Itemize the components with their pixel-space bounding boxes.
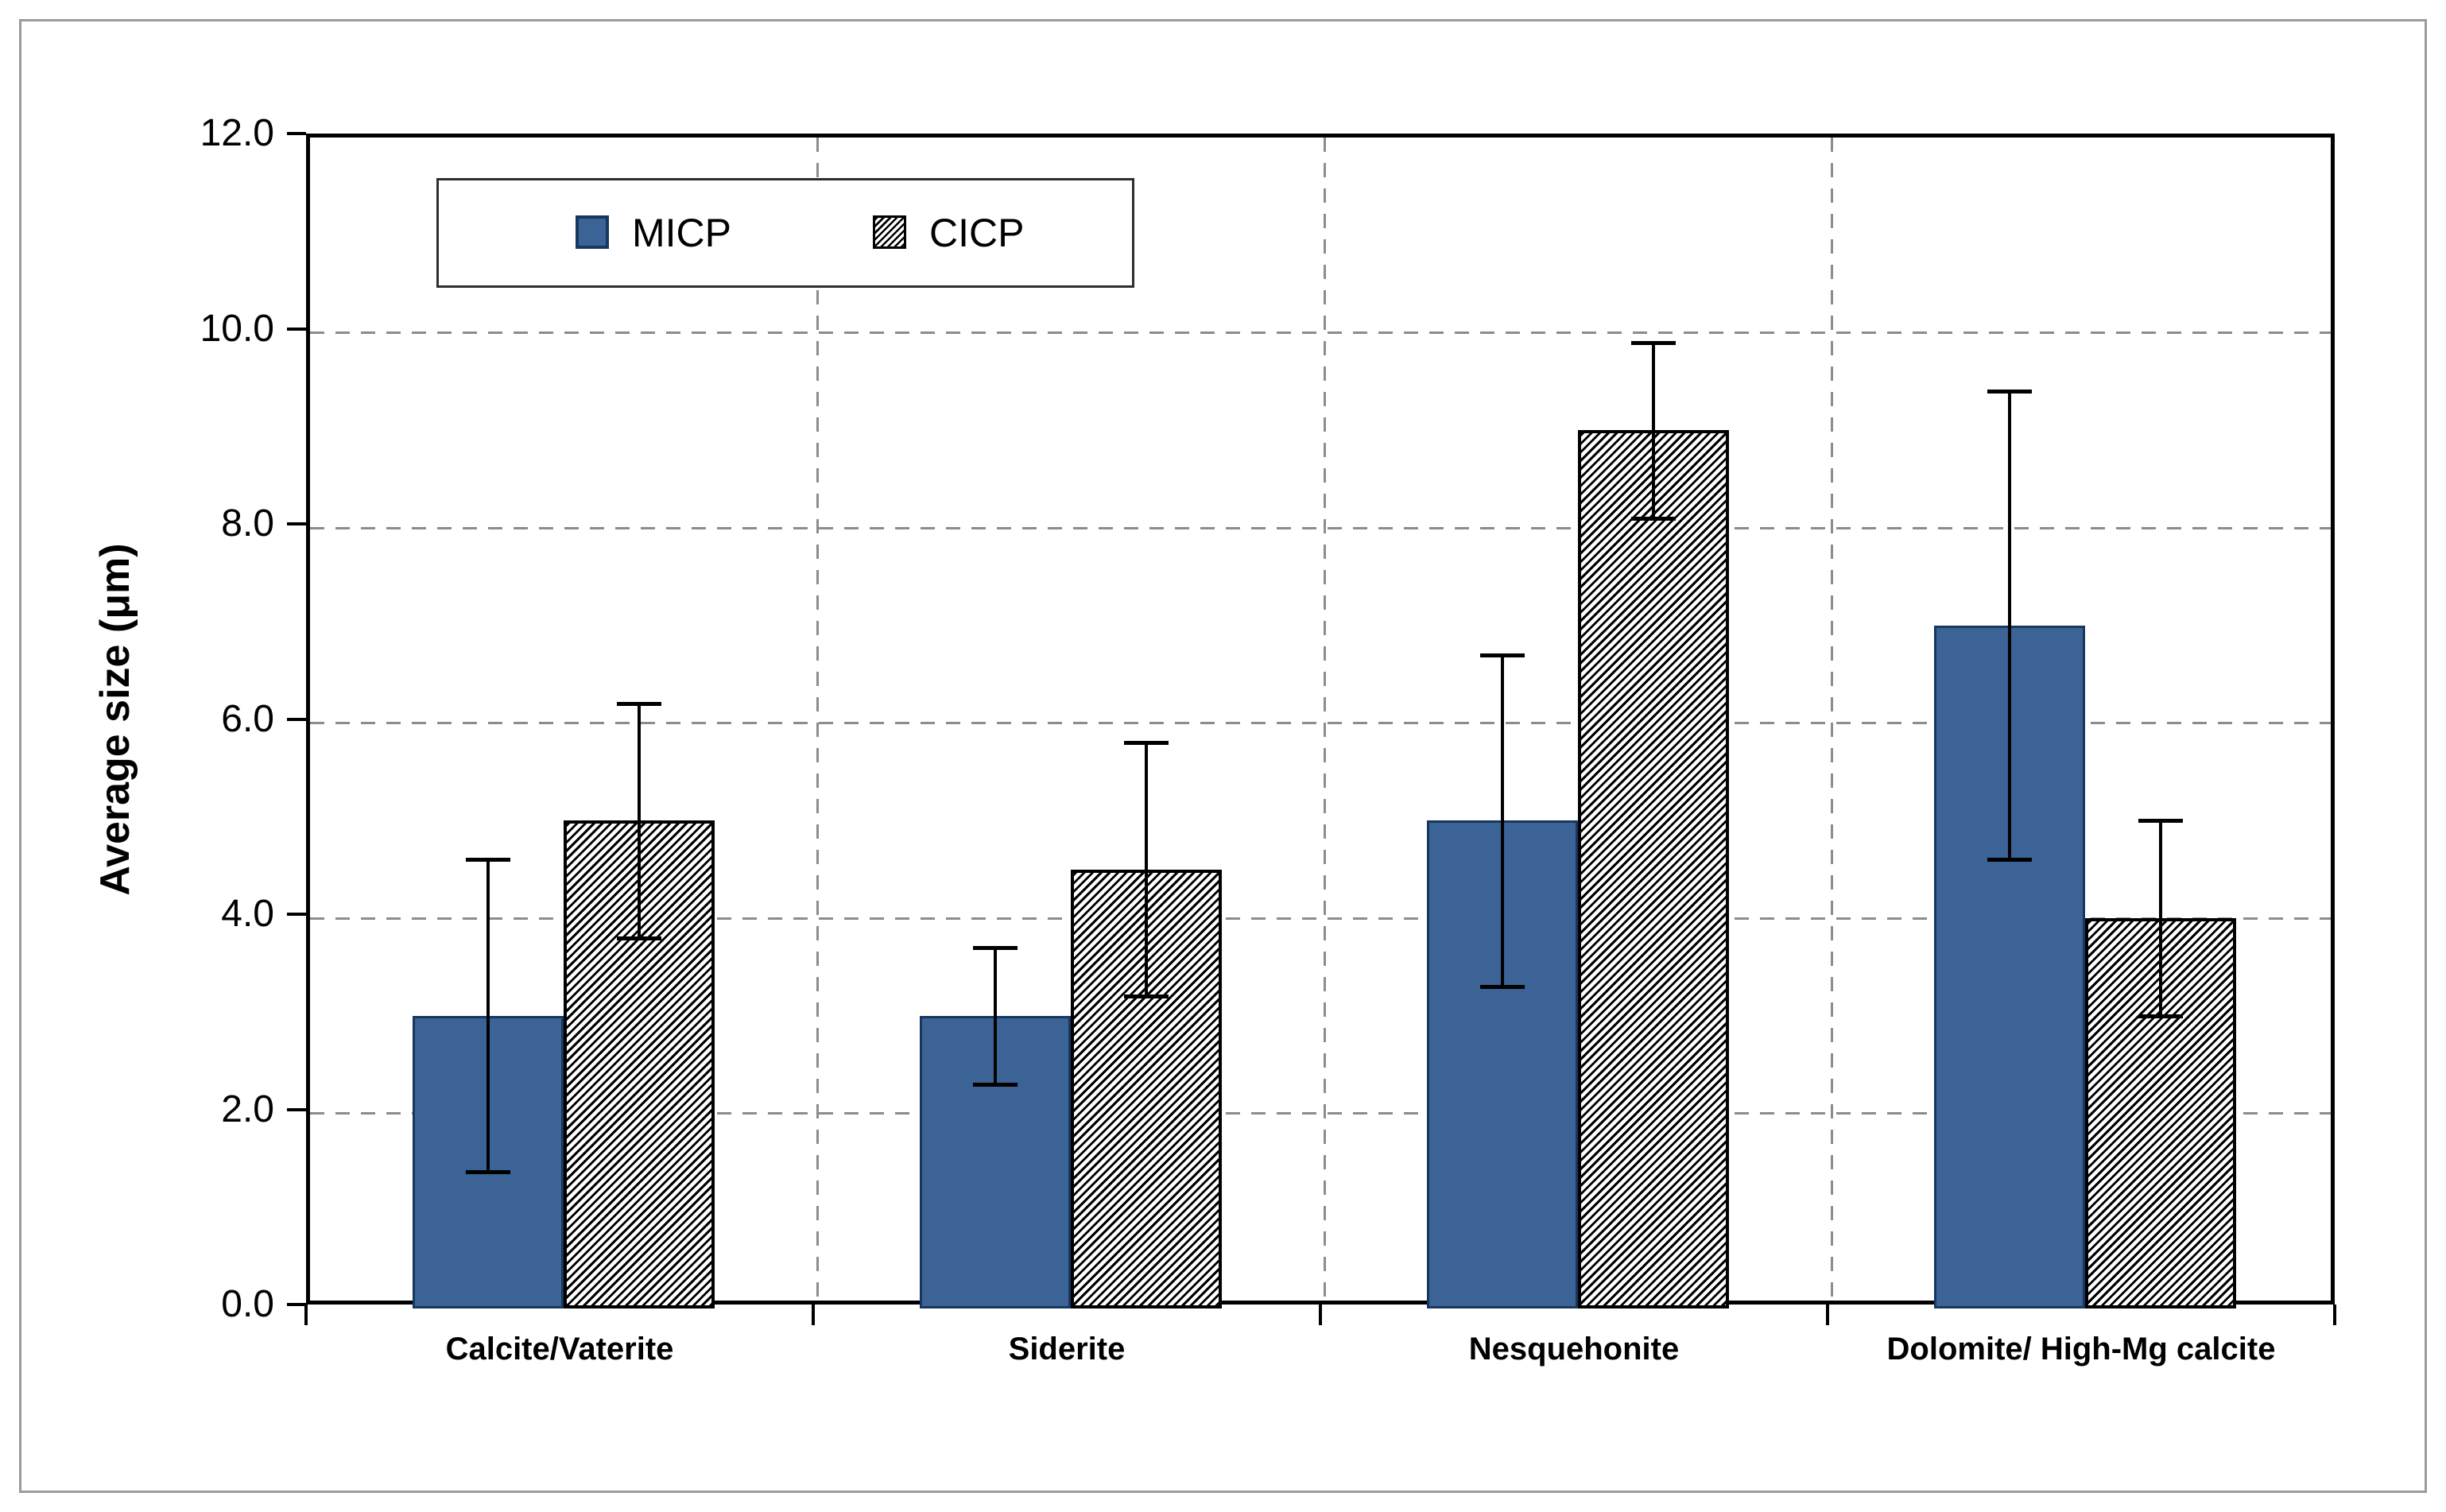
y-tick-6.0 <box>287 717 306 721</box>
y-tick-12.0 <box>287 132 306 135</box>
gridline-h-6 <box>310 722 2331 724</box>
error-bar-micp-dolomite-high-mg-calcite-bottom-cap <box>1987 858 2032 863</box>
x-tick-1 <box>812 1305 815 1325</box>
plot-area <box>306 134 2335 1308</box>
x-tick-0 <box>304 1305 308 1325</box>
y-tick-label-12.0: 12.0 <box>200 112 274 154</box>
y-tick-label-4.0: 4.0 <box>221 893 274 935</box>
error-bar-cicp-dolomite-high-mg-calcite-bottom-cap <box>2138 1014 2183 1018</box>
x-tick-2 <box>1319 1305 1322 1325</box>
error-bar-micp-nesquehonite-top-cap <box>1480 653 1525 657</box>
error-bar-micp-siderite-top-cap <box>973 945 1018 950</box>
x-category-label-dolomite-high-mg-calcite: Dolomite/ High-Mg calcite <box>1886 1332 2276 1367</box>
x-category-label-nesquehonite: Nesquehonite <box>1468 1332 1680 1367</box>
error-bar-cicp-nesquehonite-bottom-cap <box>1631 516 1676 521</box>
error-bar-cicp-siderite-top-cap <box>1124 741 1169 746</box>
gridline-v-3 <box>1830 138 1833 1301</box>
gridline-h-2 <box>310 1112 2331 1115</box>
y-tick-label-0.0: 0.0 <box>221 1283 274 1325</box>
y-tick-label-8.0: 8.0 <box>221 502 274 545</box>
error-bar-micp-siderite <box>994 947 997 1084</box>
error-bar-micp-dolomite-high-mg-calcite <box>2008 391 2011 860</box>
bar-micp-nesquehonite <box>1427 820 1578 1308</box>
error-bar-cicp-calcite-vaterite-bottom-cap <box>617 936 661 940</box>
x-category-label-siderite: Siderite <box>1008 1332 1126 1367</box>
error-bar-cicp-siderite-bottom-cap <box>1124 994 1169 999</box>
gridline-v-2 <box>1323 138 1326 1301</box>
y-tick-10.0 <box>287 327 306 331</box>
bar-micp-siderite <box>920 1015 1071 1308</box>
legend-label-cicp: CICP <box>929 211 1025 255</box>
error-bar-micp-nesquehonite-bottom-cap <box>1480 984 1525 989</box>
y-tick-0.0 <box>287 1303 306 1306</box>
x-tick-3 <box>1826 1305 1829 1325</box>
error-bar-cicp-nesquehonite-top-cap <box>1631 340 1676 345</box>
legend-label-micp: MICP <box>632 211 731 255</box>
x-tick-4 <box>2333 1305 2336 1325</box>
error-bar-micp-calcite-vaterite-top-cap <box>466 858 510 863</box>
error-bar-cicp-dolomite-high-mg-calcite-top-cap <box>2138 819 2183 824</box>
y-tick-label-2.0: 2.0 <box>221 1087 274 1130</box>
error-bar-micp-nesquehonite <box>1501 654 1504 987</box>
legend-swatch-micp-icon <box>576 215 609 249</box>
x-category-label-calcite-vaterite: Calcite/Vaterite <box>445 1332 674 1367</box>
bar-cicp-nesquehonite <box>1578 430 1729 1308</box>
y-tick-8.0 <box>287 522 306 525</box>
error-bar-cicp-calcite-vaterite-top-cap <box>617 701 661 706</box>
y-tick-2.0 <box>287 1107 306 1111</box>
legend-swatch-cicp-icon <box>873 215 906 249</box>
error-bar-cicp-nesquehonite <box>1652 342 1655 518</box>
error-bar-cicp-calcite-vaterite <box>638 703 641 938</box>
y-tick-label-10.0: 10.0 <box>200 307 274 350</box>
gridline-v-1 <box>816 138 819 1301</box>
error-bar-micp-calcite-vaterite-bottom-cap <box>466 1170 510 1175</box>
error-bar-micp-siderite-bottom-cap <box>973 1082 1018 1087</box>
gridline-h-10 <box>310 331 2331 334</box>
y-tick-label-6.0: 6.0 <box>221 697 274 740</box>
y-axis-title-text: Average size (μm) <box>92 543 138 896</box>
gridline-h-4 <box>310 917 2331 920</box>
error-bar-cicp-dolomite-high-mg-calcite <box>2159 820 2162 1016</box>
bar-cicp-calcite-vaterite <box>564 820 715 1308</box>
legend: MICP CICP <box>436 178 1134 288</box>
error-bar-micp-dolomite-high-mg-calcite-top-cap <box>1987 390 2032 394</box>
error-bar-cicp-siderite <box>1145 742 1148 997</box>
y-tick-4.0 <box>287 913 306 916</box>
error-bar-micp-calcite-vaterite <box>486 859 490 1173</box>
gridline-h-8 <box>310 526 2331 529</box>
